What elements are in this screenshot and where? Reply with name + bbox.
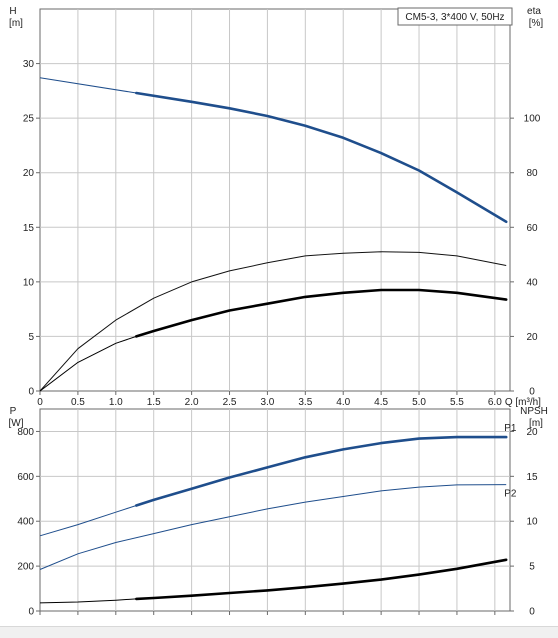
y-tick-label-right: 0 xyxy=(529,387,535,398)
head-efficiency-chart: 0 5 10 15 20 25 30 0 20 40 60 80 100 H[m] eta[%] 0 0.5 1.… xyxy=(9,6,543,408)
footer-bar xyxy=(0,626,558,638)
y-tick-label-left: 600 xyxy=(17,472,34,483)
y-tick-label-right: 40 xyxy=(526,277,538,288)
x-tick-label: 5.5 xyxy=(450,397,464,408)
y-axis-unit-right: [m] xyxy=(529,418,543,429)
series-line-1 xyxy=(39,484,507,570)
y-axis-label-right: NPSH xyxy=(520,406,548,417)
y-tick-label-left: 10 xyxy=(23,277,35,288)
x-tick-label: 3.5 xyxy=(298,397,312,408)
x-tick-label: 3.0 xyxy=(260,397,274,408)
y-tick-label-left: 5 xyxy=(28,332,34,343)
x-tick-label: 5.0 xyxy=(412,397,426,408)
y-tick-label-left: 30 xyxy=(23,59,35,70)
y-tick-label-left: 0 xyxy=(28,387,34,398)
y-tick-label-right: 15 xyxy=(526,472,538,483)
power-npsh-chart: 0 200 400 600 800 0 5 10 15 20 P[W] NPSH[m] P1 P2 xyxy=(9,406,548,618)
y-axis-unit-left: [W] xyxy=(9,418,24,429)
x-tick-label: 4.0 xyxy=(336,397,350,408)
x-axis-label: Q [m³/h] xyxy=(505,397,541,408)
x-tick-label: 1.0 xyxy=(109,397,123,408)
y-tick-label-left: 0 xyxy=(28,607,34,618)
series-label-p1: P1 xyxy=(504,423,517,434)
x-tick-label: 6.0 xyxy=(488,397,502,408)
plot-area xyxy=(39,8,511,392)
y-tick-label-left: 800 xyxy=(17,427,34,438)
series-line-1 xyxy=(39,251,507,392)
series-duty-range-0 xyxy=(135,435,508,507)
y-tick-label-left: 400 xyxy=(17,517,34,528)
y-axis-unit-right: [%] xyxy=(529,18,544,29)
y-axis-label-left: H xyxy=(9,6,16,17)
x-tick-label: 1.5 xyxy=(147,397,161,408)
y-tick-label-right: 80 xyxy=(526,168,538,179)
y-axis-unit-left: [m] xyxy=(9,18,23,29)
y-tick-label-left: 200 xyxy=(17,562,34,573)
x-tick-label: 2.0 xyxy=(185,397,199,408)
y-tick-label-right: 60 xyxy=(526,223,538,234)
y-tick-label-right: 100 xyxy=(524,114,541,125)
x-tick-label: 0.5 xyxy=(71,397,85,408)
y-tick-label-right: 20 xyxy=(526,427,538,438)
y-tick-label-right: 0 xyxy=(529,607,535,618)
series-label-p2: P2 xyxy=(504,489,517,500)
y-tick-label-right: 5 xyxy=(529,562,535,573)
y-tick-label-right: 20 xyxy=(526,332,538,343)
y-tick-label-left: 15 xyxy=(23,223,35,234)
y-tick-label-left: 20 xyxy=(23,168,35,179)
y-axis-label-left: P xyxy=(10,406,17,417)
title-box xyxy=(397,7,513,26)
x-tick-label: 4.5 xyxy=(374,397,388,408)
chart-title: CM5-3, 3*400 V, 50Hz xyxy=(405,12,504,23)
x-tick-label: 2.5 xyxy=(223,397,237,408)
x-tick-label: 0 xyxy=(37,397,43,408)
y-axis-label-right: eta xyxy=(527,6,541,17)
plot-area xyxy=(39,408,511,612)
series-duty-range-2 xyxy=(135,558,508,601)
series-duty-range-2 xyxy=(135,288,508,338)
y-tick-label-right: 10 xyxy=(526,517,538,528)
y-tick-label-left: 25 xyxy=(23,114,35,125)
series-duty-range-0 xyxy=(135,91,508,224)
